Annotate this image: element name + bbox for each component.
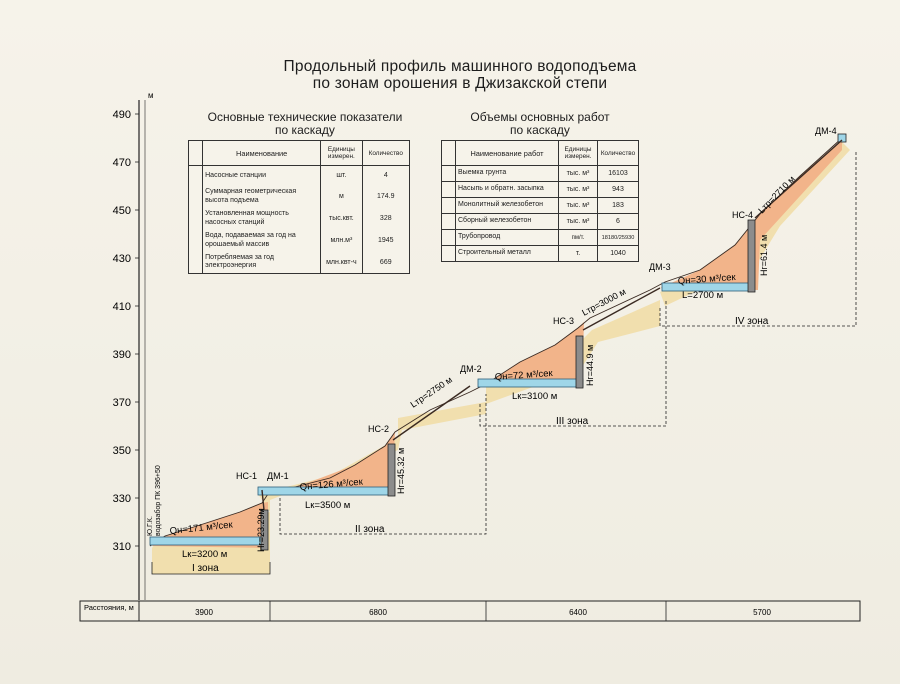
table-row: Выемка грунта тыс. м³ 16103 [441,165,639,182]
axis-tick-490: 490 [113,109,131,121]
canal-lk1: Lк=3200 м [182,549,227,560]
ground-line [149,137,843,547]
axis-tick-350: 350 [113,445,131,457]
table-row: Строительный металл т. 1040 [441,245,639,262]
zone-brackets [151,150,857,575]
intake-label: Ю.Г.К. водозабор ПК 396+50 [147,465,162,536]
pressure-pipes [261,139,843,511]
left-heading-line-1: Основные технические показатели [207,110,403,124]
zone-2-bracket [279,394,487,535]
distances-label: Расстояния, м [84,603,134,612]
table-row: Насосные станции шт. 4 [187,165,411,186]
right-heading-line-2: по каскаду [510,123,570,137]
axis-tick-310: 310 [113,541,131,553]
flow-q3: Qн=72 м³/сек [494,368,553,383]
canal-lk3: Lк=3100 м [512,391,557,402]
left-table-heading: Основные технические показатели по каска… [190,111,420,137]
col-header-qty: Количество [597,140,639,166]
station-labels: НС-1 ДМ-1 НС-2 ДМ-2 НС-3 ДМ-3 НС-4 ДМ-4 [236,126,837,481]
canal-lk2: Lк=3500 м [305,500,350,511]
zone-1-bracket [151,562,271,575]
zone-labels: I зона II зона III зона IV зона [192,316,769,574]
terrain-fill [152,140,842,548]
zone-2-label: II зона [355,524,385,535]
technical-indicators-table: Наименование Единицы измерен. Количество… [187,140,411,274]
zone-3-bracket [479,300,667,427]
label-ns4: НС-4 [732,210,753,220]
table-row: Сборный железобетон тыс. м³ 6 [441,213,639,230]
label-ns3: НС-3 [553,316,574,326]
axis-tick-430: 430 [113,253,131,265]
head-hg2: Hг=45.32 м [396,448,406,494]
label-ns2: НС-2 [368,424,389,434]
pipe-ltr3: Lтр=3000 м [580,286,627,317]
zone-4-label: IV зона [735,316,769,327]
axis-tick-410: 410 [113,301,131,313]
head-hg4: Hг=61.4 м [759,235,769,276]
canal-zone-1 [149,536,268,546]
col-header-unit: Единицы измерен. [320,140,363,166]
table-row: Установленная мощность насосных станций … [187,207,411,230]
zone-1-label: I зона [192,563,219,574]
head-hg3: Hг=44.9 м [585,345,595,386]
axis-tick-330: 330 [113,493,131,505]
works-volume-table: Наименование работ Единицы измерен. Коли… [441,140,639,262]
title-line-2: по зонам орошения в Джизакской степи [312,75,608,92]
label-dm4: ДМ-4 [815,126,837,136]
pump-station-ns3 [575,335,584,389]
intake-line-2: водозабор ПК 396+50 [154,465,162,536]
pump-station-ns1 [260,509,269,551]
label-dm3: ДМ-3 [649,262,671,272]
zone-4-bracket [659,150,857,327]
distances-bar: Расстояния, м 3900 6800 6400 5700 [79,600,861,622]
canal-lk4: L=2700 м [682,290,723,301]
label-dm2: ДМ-2 [460,364,482,374]
right-heading-line-1: Объемы основных работ [470,110,610,124]
label-ns1: НС-1 [236,471,257,481]
axis-tick-470: 470 [113,157,131,169]
distance-zone-1: 3900 [195,608,213,617]
distance-zone-2: 6800 [369,608,387,617]
axis-tick-370: 370 [113,397,131,409]
pipe-ltr2: Lтр=2750 м [409,374,454,409]
head-labels: Hг=23.29м Hг=45.32 м Hг=44.9 м Hг=61.4 м [256,235,769,552]
title-line-1: Продольный профиль машинного водоподъема [283,58,637,75]
flow-q4: Qн=30 м³/сек [677,272,736,287]
col-header-qty: Количество [361,140,411,166]
label-dm1: ДМ-1 [267,471,289,481]
axis-tick-390: 390 [113,349,131,361]
axis-tick-450: 450 [113,205,131,217]
right-table-heading: Объемы основных работ по каскаду [440,111,640,137]
table-row: Трубопровод пм/т. 18180/25930 [441,229,639,246]
table-row: Потребляемая за год электроэнергия млн.к… [187,251,411,274]
distance-zone-4: 5700 [753,608,771,617]
pump-station-ns2 [387,443,396,497]
pump-stations [260,133,847,551]
head-hg1: Hг=23.29м [256,508,266,552]
pump-station-ns4 [747,219,756,293]
canal-length-labels: Lк=3200 м Lк=3500 м Lк=3100 м L=2700 м [182,290,723,560]
page-title: Продольный профиль машинного водоподъема… [240,58,680,92]
distance-zone-3: 6400 [569,608,587,617]
intake-line-1: Ю.Г.К. [147,516,154,536]
left-heading-line-2: по каскаду [275,123,335,137]
zone-3-label: III зона [556,416,589,427]
table-row: Суммарная геометрическая высота подъема … [187,185,411,208]
table-row: Вода, подаваемая за год на орошаемый мас… [187,229,411,252]
outlet-dm4 [837,133,847,143]
axis-unit: м [148,91,154,100]
